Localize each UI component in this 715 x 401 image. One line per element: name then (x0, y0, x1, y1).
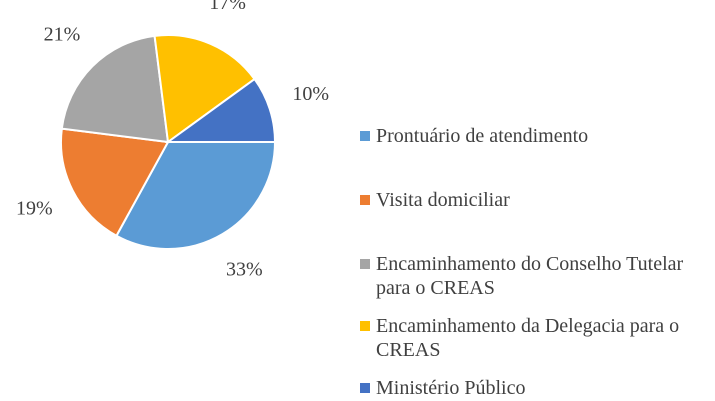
data-label: 10% (292, 83, 329, 105)
legend-label: Visita domiciliar (376, 189, 510, 211)
legend-label: Ministério Público (376, 377, 526, 399)
legend-swatch (360, 321, 370, 331)
legend-swatch (360, 195, 370, 205)
pie-slice (115, 141, 277, 250)
legend-item: Prontuário de atendimento (360, 124, 710, 148)
data-label: 17% (209, 0, 246, 14)
data-label: 19% (16, 198, 53, 220)
legend: Prontuário de atendimento Visita domicili… (360, 124, 710, 400)
legend-label: Encaminhamento do Conselho Tutelar para … (376, 253, 684, 299)
legend-swatch (360, 259, 370, 269)
data-label: 21% (44, 24, 81, 46)
legend-item: Encaminhamento da Delegacia para o CREAS (360, 314, 710, 362)
legend-item: Visita domiciliar (360, 188, 710, 212)
legend-swatch (360, 131, 370, 141)
data-label: 33% (226, 259, 263, 281)
pie-slice (153, 34, 256, 144)
legend-label: Prontuário de atendimento (376, 125, 589, 147)
legend-item: Encaminhamento do Conselho Tutelar para … (360, 252, 710, 300)
pie-slice (60, 127, 170, 238)
legend-item: Ministério Público (360, 376, 710, 400)
pie-slice (60, 34, 170, 144)
pie-slice (164, 77, 277, 143)
legend-label: Encaminhamento da Delegacia para o CREAS (376, 315, 680, 361)
legend-swatch (360, 383, 370, 393)
